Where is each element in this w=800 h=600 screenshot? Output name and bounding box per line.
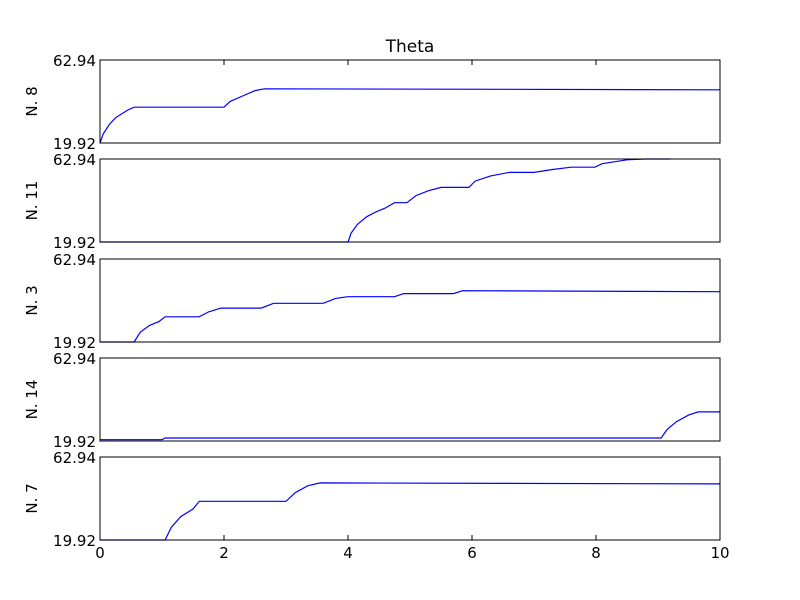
subplot-panel: 62.94 19.92 N. 8	[23, 52, 721, 153]
x-axis: 0 2 4 6 8 10	[95, 60, 730, 562]
y-axis-label: N. 11	[23, 181, 41, 221]
subplot-panel: 62.94 19.92 N. 7	[23, 449, 721, 550]
y-tick-label-max: 62.94	[53, 251, 96, 269]
series-line	[99, 88, 721, 144]
y-tick-label-min: 19.92	[53, 532, 96, 550]
axes-frame	[99, 59, 721, 144]
y-axis-label: N. 7	[23, 483, 41, 513]
y-tick-label-max: 62.94	[53, 350, 96, 368]
series-line	[100, 158, 671, 243]
x-tick-label: 10	[710, 544, 729, 562]
x-tick-label: 2	[219, 544, 229, 562]
y-tick-label-min: 19.92	[53, 334, 96, 352]
axes-frame	[99, 456, 721, 541]
y-axis-label: N. 3	[23, 285, 41, 315]
y-tick-label-min: 19.92	[53, 135, 96, 153]
axes-frame	[99, 357, 721, 442]
x-tick-label: 0	[95, 544, 105, 562]
subplot-panel: 62.94 19.92 N. 14	[23, 350, 721, 451]
y-axis-label: N. 8	[23, 86, 41, 116]
series-line	[100, 411, 720, 441]
y-tick-label-min: 19.92	[53, 234, 96, 252]
x-tick-label: 8	[591, 544, 601, 562]
subplot-panel: 62.94 19.92 N. 3	[23, 251, 721, 352]
x-tick-label: 6	[467, 544, 477, 562]
subplot-panel: 62.94 19.92 N. 11	[23, 151, 721, 252]
axes-frame	[99, 258, 721, 343]
axes-frame	[99, 158, 721, 243]
chart-title: Theta	[385, 37, 435, 57]
series-line	[100, 482, 721, 541]
y-tick-label-max: 62.94	[53, 151, 96, 169]
series-line	[100, 290, 721, 343]
y-tick-label-max: 62.94	[53, 449, 96, 467]
y-tick-label-min: 19.92	[53, 433, 96, 451]
x-tick-label: 4	[343, 544, 353, 562]
y-tick-label-max: 62.94	[53, 52, 96, 70]
y-axis-label: N. 14	[23, 380, 41, 420]
